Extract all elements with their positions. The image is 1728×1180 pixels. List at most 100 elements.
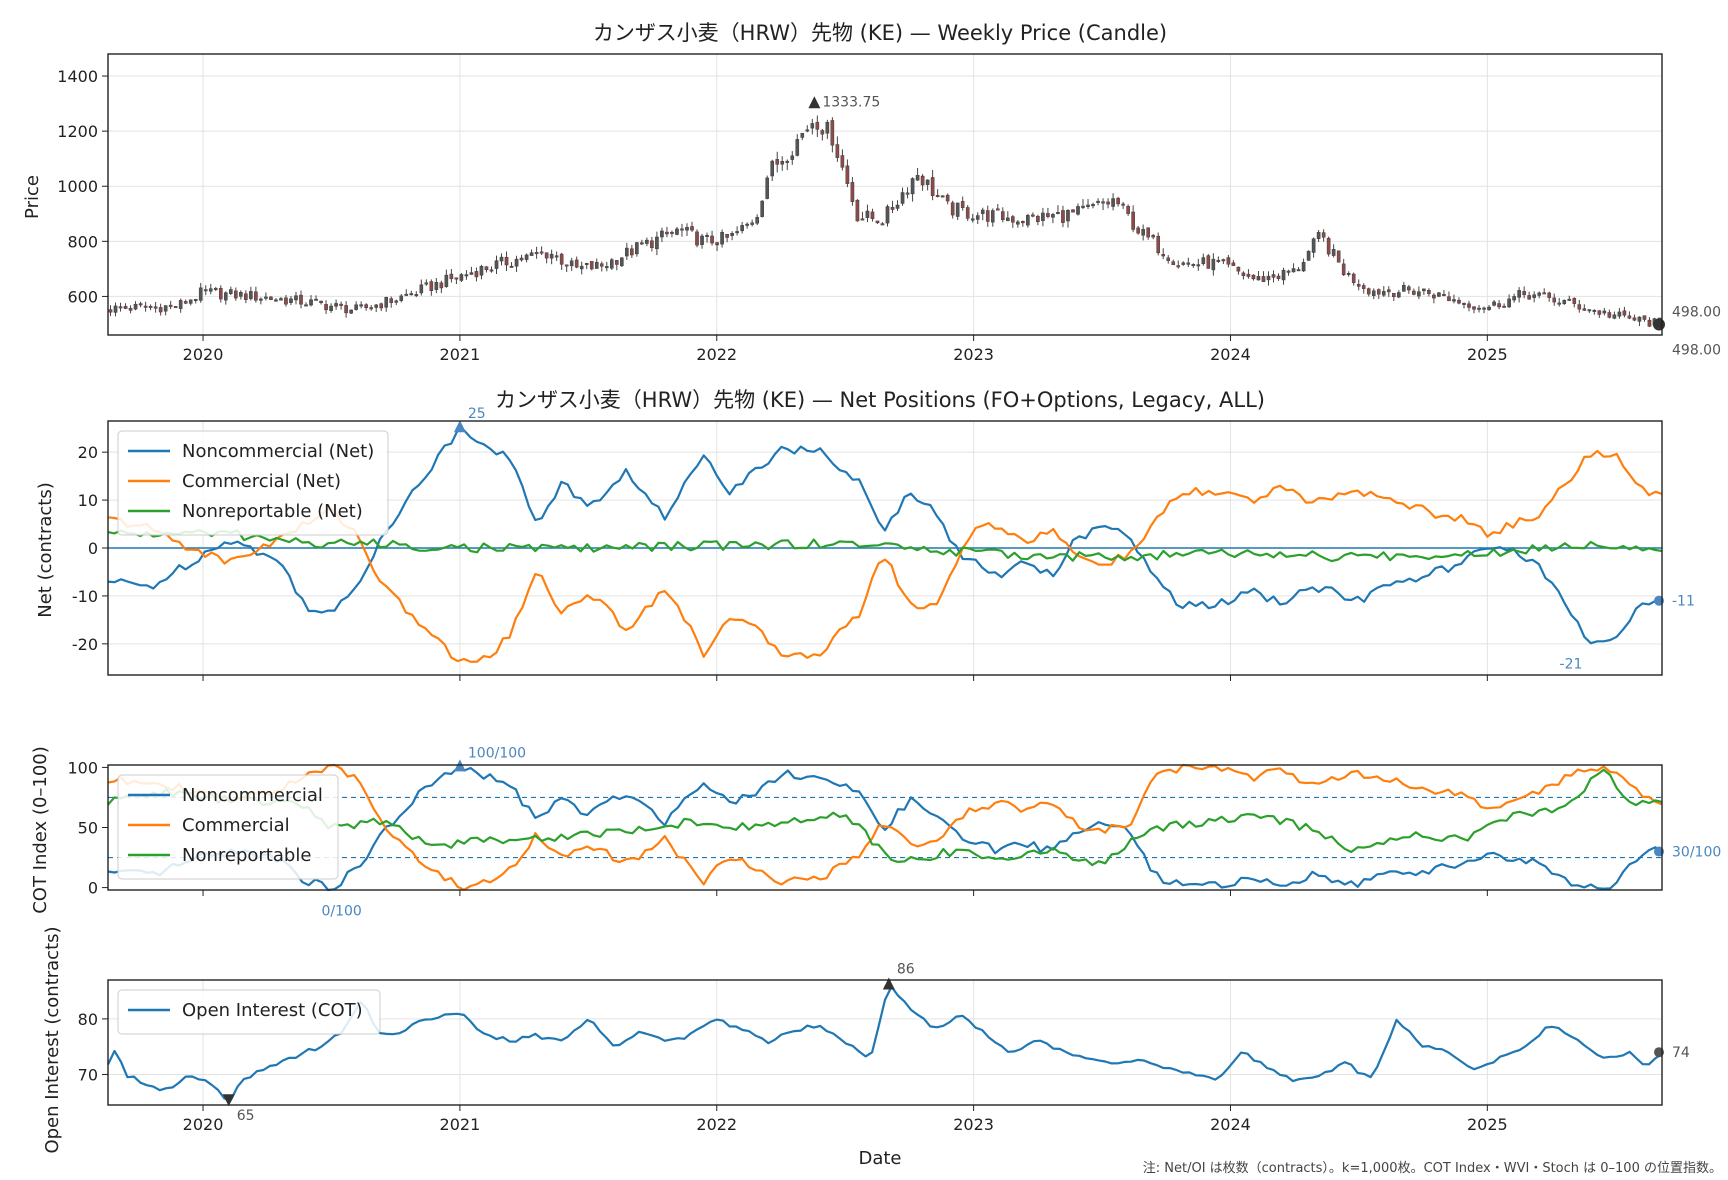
candle-body [1131,211,1135,230]
candle-body [1291,268,1296,273]
candle-body [1116,197,1120,205]
candle-body [1492,301,1496,306]
candle-body [394,300,399,303]
candle-body [1091,204,1095,207]
candle-body [163,305,168,312]
y-tick-label: 0 [88,539,98,558]
candle-body [820,130,825,135]
candle-body [309,299,313,306]
candle-body [860,218,865,221]
candle-body [1392,292,1396,298]
data-annotation: 86 [897,962,915,978]
candle-body [279,298,283,301]
candle-body [534,252,539,255]
candle-body [1537,292,1541,296]
candle-body [564,264,569,267]
candle-body [1597,310,1602,315]
data-annotation: 65 [237,1108,255,1124]
candle-body [183,301,188,304]
candle-body [990,210,995,223]
candle-body [1216,259,1221,262]
last-price-annotation: 498.00 [1672,305,1721,321]
candle-body [890,207,895,210]
panel-4: 2020 2021 2022 2023 2024 2025 70 80 Open Interes… [78,962,1690,1134]
y-tick-label: 1000 [57,177,98,196]
candle-body [198,287,203,301]
candle-body [208,288,213,292]
y-tick-label: 600 [67,287,98,306]
candle-body [1276,275,1281,279]
oi-xlabel: Date [858,1148,901,1169]
candle-body [329,305,333,311]
candle-body [188,299,193,304]
candle-body [825,121,830,134]
y-tick-label: 1200 [57,122,98,141]
candle-body [509,265,514,268]
data-annotation: 30/100 [1672,845,1721,861]
candle-body [178,300,183,309]
y-tick-label: 800 [67,232,98,251]
candle-body [1437,292,1441,297]
x-tick-label: 2024 [1210,1115,1251,1134]
candle-body [900,192,905,204]
candle-body [755,217,759,224]
panel-1: 2020 2021 2022 2023 2024 2025 600 800 1000 1200 14… [57,53,1721,364]
candle-body [630,248,634,256]
panel-2: -20 -10 0 10 20 Noncommercial (Net) Commercial… [72,406,1695,681]
candle-body [875,220,880,224]
candle-body [599,263,604,267]
candle-body [730,233,734,236]
candle-body [254,291,258,301]
y-tick-label: 0 [88,879,98,898]
max-marker [453,420,466,433]
candle-body [1532,294,1536,298]
candle-body [193,299,198,301]
candle-body [374,304,378,308]
candle-body [1006,217,1010,222]
candle-body [549,253,554,259]
candle-body [1281,269,1286,281]
candle-body [1001,211,1005,220]
x-tick-label: 2020 [183,345,224,364]
candle-body [940,195,945,198]
candle-body [1371,290,1376,296]
candle-body [770,160,775,177]
candle-body [118,306,123,309]
candle-body [930,177,935,196]
candle-body [960,201,965,208]
candle-body [529,252,534,256]
candle-body [1552,297,1557,303]
candle-body [1226,257,1231,265]
candle-body [1427,290,1431,294]
candle-body [1086,204,1090,207]
candle-body [1286,270,1291,273]
candle-body [203,289,208,292]
candle-body [1301,262,1306,272]
candle-body [479,265,484,276]
candle-body [1627,315,1632,319]
candle-body [524,254,529,260]
candle-body [349,309,353,314]
candle-body [384,297,389,308]
candle-body [168,304,173,307]
candle-body [589,261,594,270]
candle-body [239,292,243,297]
candle-body [1016,221,1020,225]
candle-body [1336,250,1341,263]
candle-body [1397,292,1401,298]
legend: Noncommercial (Net) Commercial (Net) Nonre… [117,430,389,536]
candle-body [805,129,810,132]
price-panel-title: カンザス小麦（HRW）先物 (KE) — Weekly Price (Candl… [593,21,1167,45]
candle-body [1096,200,1100,203]
candle-body [158,307,163,313]
price-ylabel: Price [22,175,43,219]
candle-body [1381,291,1386,296]
candle-body [1296,269,1301,272]
candle-body [289,298,293,303]
candle-body [895,204,900,209]
candle-body [1482,307,1486,310]
candle-body [1547,292,1552,298]
candle-body [474,271,479,278]
candle-body [925,179,930,185]
candle-body [970,218,975,221]
